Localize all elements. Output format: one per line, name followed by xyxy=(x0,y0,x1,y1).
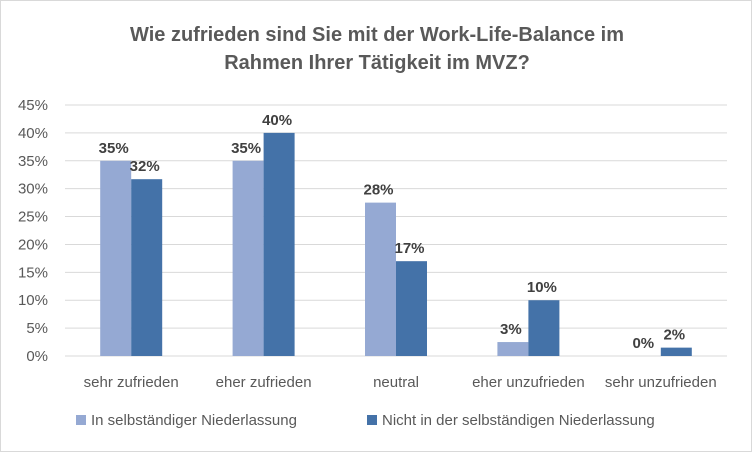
y-axis-ticks: 0% 5% 10% 15% 20% 25% 30% 35% 40% 45% xyxy=(18,97,48,365)
y-tick-label: 0% xyxy=(26,348,48,365)
data-label: 10% xyxy=(527,279,557,296)
data-label: 40% xyxy=(262,112,292,129)
legend: In selbständiger Niederlassung Nicht in d… xyxy=(76,412,655,429)
data-labels: 35%32%35%40%28%17%3%10%0% 2% xyxy=(99,112,685,352)
y-tick-label: 15% xyxy=(18,264,48,281)
category-labels: sehr zufrieden eher zufrieden neutral eher … xyxy=(84,374,717,391)
bar xyxy=(396,261,427,356)
data-label: 35% xyxy=(99,140,129,157)
legend-label: Nicht in der selbständigen Niederlassung xyxy=(382,412,655,429)
category-label: eher zufrieden xyxy=(216,374,312,391)
bars xyxy=(100,132,692,356)
bar xyxy=(232,160,264,356)
category-label: eher unzufrieden xyxy=(472,374,585,391)
bar xyxy=(100,160,132,356)
y-tick-label: 45% xyxy=(18,97,48,114)
category-label: neutral xyxy=(373,374,419,391)
data-label: 35% xyxy=(231,140,261,157)
chart-title-line-1: Wie zufrieden sind Sie mit der Work-Life… xyxy=(130,24,624,46)
y-tick-label: 30% xyxy=(18,181,48,198)
bar xyxy=(497,342,529,356)
y-tick-label: 40% xyxy=(18,125,48,142)
legend-swatch xyxy=(76,415,86,425)
category-label: sehr unzufrieden xyxy=(605,374,717,391)
bar xyxy=(528,300,560,356)
category-label: sehr zufrieden xyxy=(84,374,179,391)
y-tick-label: 20% xyxy=(18,236,48,253)
bar xyxy=(263,132,295,356)
bar xyxy=(131,179,163,356)
y-tick-label: 5% xyxy=(26,320,48,337)
data-label: 17% xyxy=(394,240,424,257)
chart-title-line-2: Rahmen Ihrer Tätigkeit im MVZ? xyxy=(224,52,530,74)
data-label: 2% xyxy=(663,327,685,344)
legend-label: In selbständiger Niederlassung xyxy=(91,412,297,429)
y-tick-label: 35% xyxy=(18,153,48,170)
y-tick-label: 10% xyxy=(18,292,48,309)
legend-swatch xyxy=(367,415,377,425)
bar xyxy=(365,202,396,356)
y-tick-label: 25% xyxy=(18,209,48,226)
data-label: 3% xyxy=(500,321,522,338)
data-label: 32% xyxy=(130,158,160,175)
data-label: 0% xyxy=(632,335,654,352)
bar xyxy=(660,347,692,356)
data-label: 28% xyxy=(363,182,393,199)
